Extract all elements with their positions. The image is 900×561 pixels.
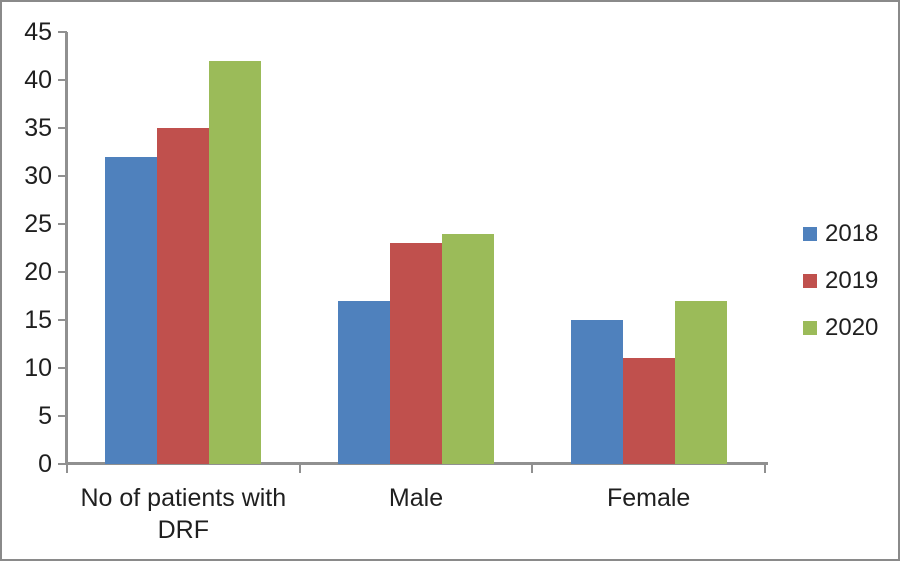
bar-2018-category-2 <box>570 320 623 464</box>
x-tick <box>66 464 68 473</box>
y-tick-label: 10 <box>24 354 52 382</box>
y-tick-label: 40 <box>24 66 52 94</box>
bar-2018-category-1 <box>338 300 390 464</box>
y-axis-line <box>65 32 68 465</box>
category-label: No of patients with DRF <box>80 484 287 544</box>
y-tick <box>58 463 67 465</box>
y-tick <box>58 127 67 129</box>
bar-2018-category-0 <box>105 156 158 464</box>
y-tick-label: 45 <box>24 18 52 46</box>
legend-label: 2018 <box>825 220 879 247</box>
x-tick <box>764 464 766 473</box>
bar-2020-category-2 <box>674 300 727 464</box>
legend-swatch-icon <box>803 227 817 241</box>
y-tick-label: 15 <box>24 306 52 334</box>
y-tick <box>58 175 67 177</box>
y-tick-label: 35 <box>24 114 52 142</box>
y-tick <box>58 415 67 417</box>
y-tick-label: 30 <box>24 162 52 190</box>
legend-label: 2020 <box>825 314 879 341</box>
y-tick-label: 0 <box>38 450 52 478</box>
y-tick-label: 25 <box>24 210 52 238</box>
bar-2019-category-1 <box>390 243 442 464</box>
legend-item-2020: 2020 <box>803 314 879 341</box>
x-tick <box>531 464 534 473</box>
bar-2019-category-2 <box>622 358 675 464</box>
legend-swatch-icon <box>803 321 817 335</box>
category-label: Female <box>606 484 691 512</box>
legend-label: 2019 <box>825 267 879 294</box>
category-label: Male <box>388 484 444 512</box>
bar-2020-category-0 <box>209 60 262 464</box>
legend-swatch-icon <box>803 274 817 288</box>
x-tick <box>298 464 301 473</box>
y-tick <box>58 31 67 33</box>
legend: 2018 2019 2020 <box>803 2 898 559</box>
y-tick <box>58 271 67 273</box>
bar-2019-category-0 <box>157 128 210 464</box>
legend-item-2019: 2019 <box>803 267 879 294</box>
legend-item-2018: 2018 <box>803 220 879 247</box>
bar-2020-category-1 <box>442 233 494 464</box>
y-tick-label: 5 <box>38 402 52 430</box>
y-tick <box>58 319 67 321</box>
y-tick-label: 20 <box>24 258 52 286</box>
y-tick <box>58 79 67 81</box>
y-tick <box>58 223 67 225</box>
y-tick <box>58 367 67 369</box>
